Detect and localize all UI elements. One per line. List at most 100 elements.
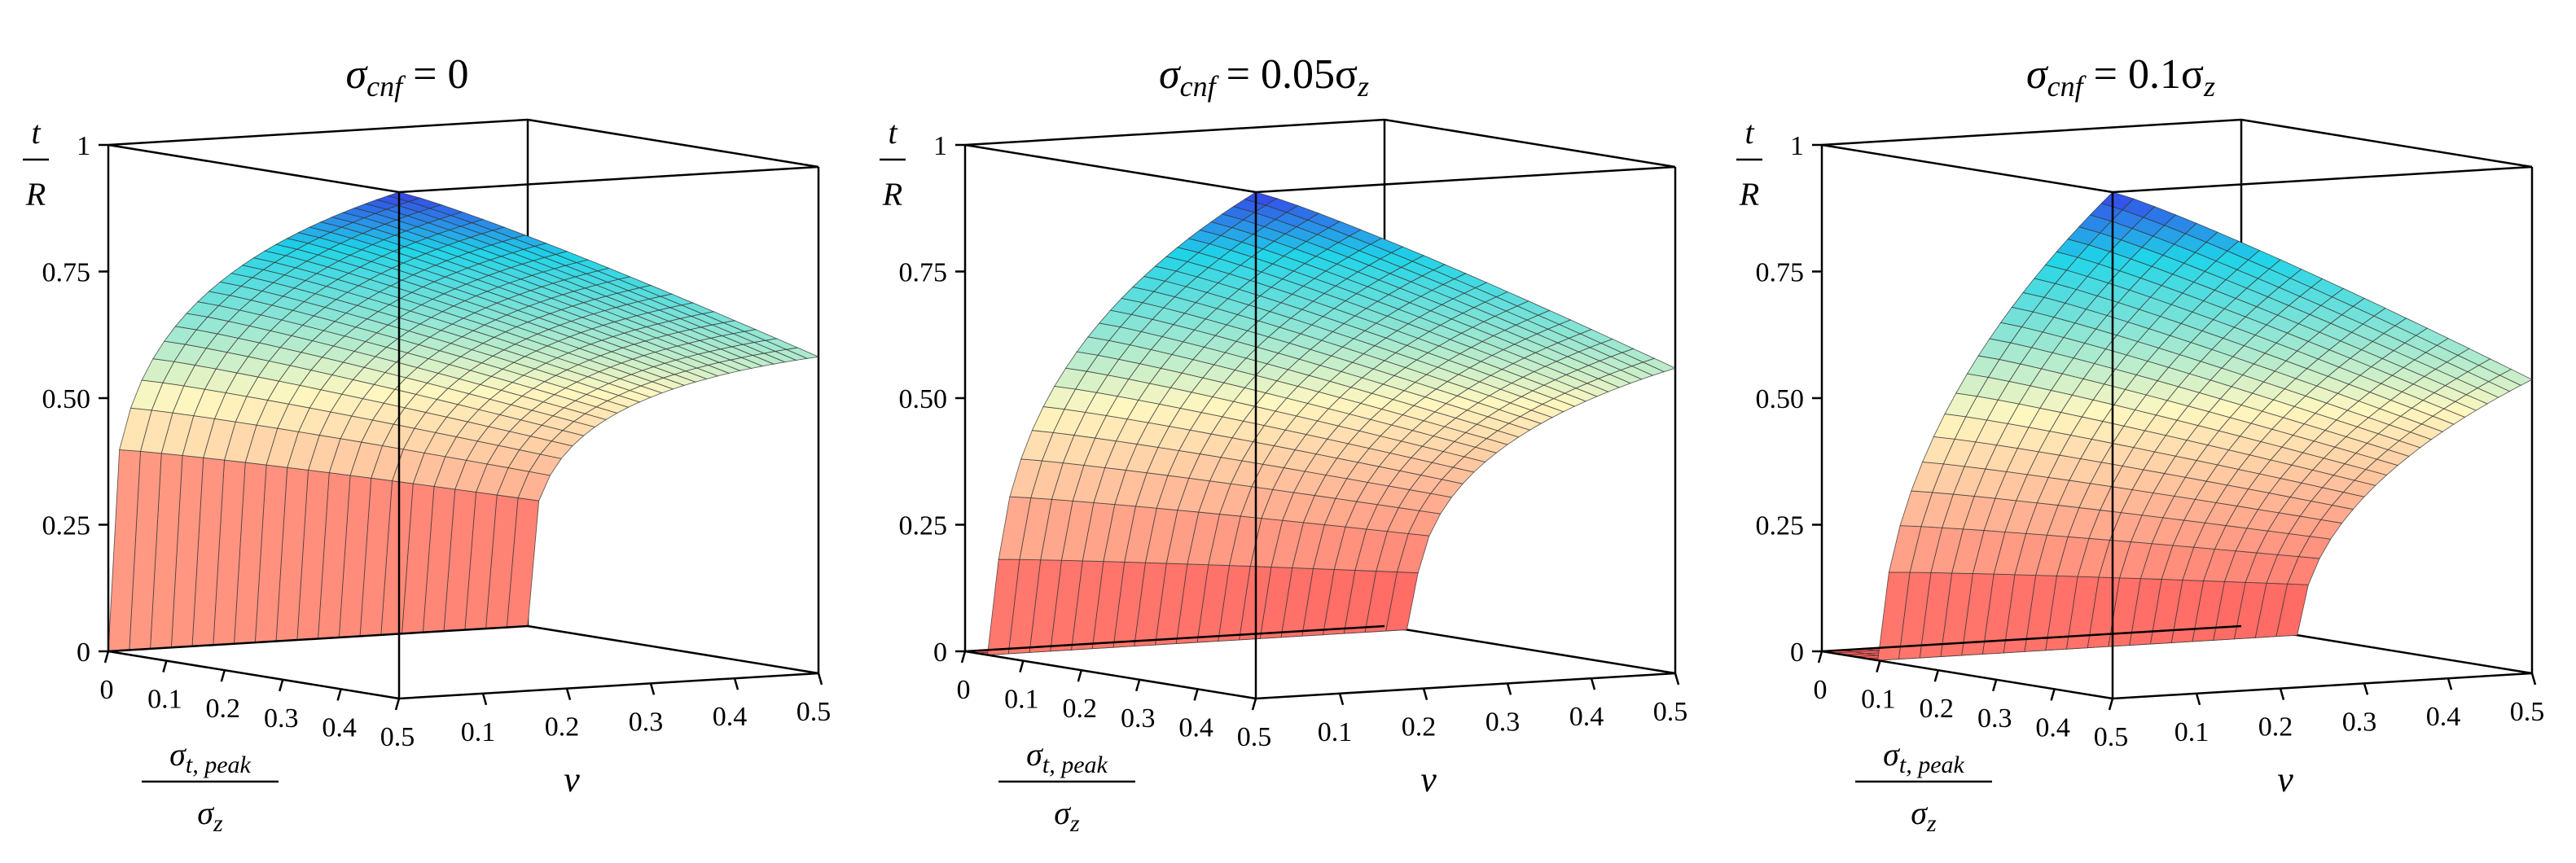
z-tick-label: 1 [77, 131, 90, 161]
y-tick-label: 0.3 [1485, 707, 1521, 737]
x-tick-mark [1251, 698, 1257, 711]
box-edge [108, 143, 400, 194]
y-tick-mark [1338, 693, 1345, 706]
title-value-subscript: z [2203, 70, 2215, 103]
box-edge [398, 165, 819, 194]
y-tick-label: 0.5 [2510, 697, 2545, 727]
box-edge [398, 672, 819, 700]
z-label-numerator: t [1744, 114, 1754, 151]
x-tick-mark [1193, 689, 1199, 701]
x-label-denominator: σz [197, 795, 223, 837]
title-sigma: σ [1159, 51, 1182, 98]
x-label-num-sub: t, peak [1899, 751, 1965, 778]
x-tick-mark [2050, 689, 2056, 701]
chart-title: σcnf = 0.1σz [2026, 51, 2215, 103]
x-tick-label: 0.1 [1004, 685, 1039, 715]
x-tick-label: 0.3 [1121, 703, 1156, 734]
x-label-numerator: σt, peak [1026, 736, 1108, 778]
x-label-den-sub: z [1926, 810, 1937, 837]
x-tick-label: 0.5 [1237, 722, 1272, 752]
box-edge [108, 118, 529, 147]
box-edge [2112, 672, 2533, 700]
chart-title: σcnf = 0.05σz [1159, 51, 1369, 103]
y-tick-mark [1506, 683, 1512, 695]
x-tick-mark [1991, 679, 1998, 692]
y-tick-mark [565, 688, 572, 700]
z-label-numerator: t [31, 114, 41, 151]
x-axis-label: σt, peak σz [142, 736, 279, 837]
y-tick-label: 0.3 [629, 707, 664, 737]
box-edge [108, 624, 529, 653]
x-tick-mark [336, 689, 342, 701]
z-tick-label: 0 [1790, 637, 1804, 668]
y-tick-label: 0.3 [2342, 707, 2377, 737]
z-label-denominator: R [1739, 176, 1759, 212]
box-edge [1821, 650, 2113, 700]
y-tick-mark [2279, 688, 2285, 700]
y-tick-label: 0.1 [1318, 717, 1353, 747]
x-tick-label: 0.3 [264, 703, 299, 734]
x-tick-mark [103, 651, 110, 664]
y-tick-mark [1674, 672, 1680, 686]
x-label-den-base: σ [1911, 795, 1928, 831]
z-label-numerator: t [888, 114, 897, 151]
y-tick-mark [1590, 677, 1596, 690]
x-tick-label: 0.4 [322, 712, 357, 743]
y-axis-label: ν [564, 760, 580, 799]
box-edge [964, 650, 1257, 700]
surface-cell [2100, 191, 2135, 211]
x-label-num-base: σ [1883, 736, 1900, 773]
title-value: = 0.05σ [1216, 51, 1358, 98]
x-tick-label: 0.2 [1920, 694, 1955, 724]
y-tick-label: 0.1 [461, 717, 496, 747]
surface-panel-2: 0 0.1 0.2 0.3 0.4 0.5 0.1 0.2 0.3 0.4 0.500.250.50… [880, 51, 1687, 837]
box-edge [964, 143, 1257, 194]
x-label-num-sub: t, peak [1042, 751, 1108, 778]
x-label-numerator: σt, peak [169, 736, 251, 778]
y-axis-label: ν [1420, 760, 1437, 799]
y-tick-label: 0.4 [1569, 702, 1604, 732]
x-tick-label: 0 [100, 675, 114, 705]
y-tick-label: 0.2 [1402, 712, 1437, 743]
box-edge [1821, 624, 2242, 653]
x-label-denominator: σz [1911, 795, 1937, 837]
surface-mesh [108, 191, 820, 652]
surface-cell [1244, 191, 1278, 206]
surface-panel-3: 0 0.1 0.2 0.3 0.4 0.5 0.1 0.2 0.3 0.4 0.500.250.50… [1736, 51, 2544, 837]
surface-panel-1: 0 0.1 0.2 0.3 0.4 0.5 0.1 0.2 0.3 0.4 0.500.250.50… [23, 51, 831, 837]
x-tick-mark [1876, 660, 1881, 672]
z-tick-label: 0.75 [899, 258, 948, 288]
x-tick-mark [1933, 669, 1940, 682]
y-tick-mark [2195, 693, 2201, 706]
y-tick-label: 0.5 [1653, 697, 1688, 727]
y-tick-label: 0.4 [713, 702, 748, 732]
x-tick-mark [162, 660, 168, 672]
x-tick-label: 0.5 [2094, 722, 2129, 752]
z-tick-label: 0.25 [899, 511, 948, 541]
x-tick-label: 0.2 [1063, 694, 1098, 724]
title-value-subscript: z [1357, 70, 1369, 103]
z-tick-label: 0.25 [42, 511, 91, 541]
x-tick-label: 0.4 [2035, 712, 2070, 743]
title-sigma: σ [346, 51, 369, 98]
x-tick-label: 0.1 [147, 685, 182, 715]
box-edge [2112, 165, 2533, 194]
y-tick-label: 0.2 [545, 712, 580, 743]
y-tick-label: 0.4 [2426, 702, 2461, 732]
x-tick-label: 0 [1814, 675, 1828, 705]
box-edge [527, 118, 819, 169]
z-label-denominator: R [25, 176, 46, 212]
z-tick-label: 0.75 [42, 258, 91, 288]
y-tick-label: 0.1 [2174, 717, 2210, 747]
x-tick-label: 0.4 [1178, 712, 1213, 743]
x-tick-mark [960, 651, 967, 664]
box-edge [527, 624, 819, 675]
x-label-numerator: σt, peak [1883, 736, 1964, 778]
y-tick-label: 0.5 [796, 697, 832, 727]
y-tick-mark [649, 683, 656, 695]
y-tick-mark [2447, 677, 2453, 690]
title-value: = 0 [402, 51, 468, 98]
box-edge [1821, 118, 2242, 147]
